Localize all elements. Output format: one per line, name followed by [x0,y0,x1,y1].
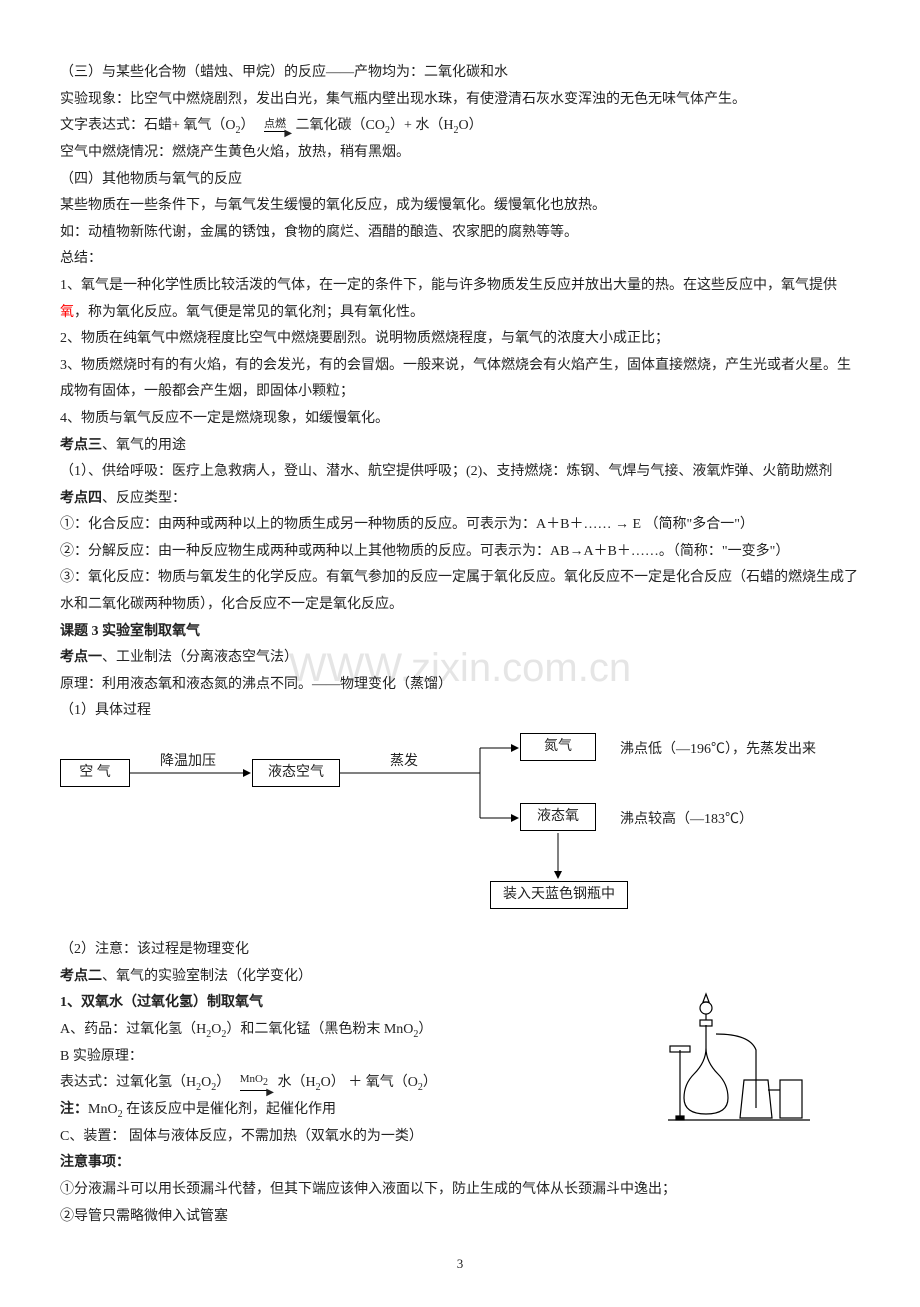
text: 二氧化碳（CO [296,118,385,133]
text: 水（H [277,1075,315,1090]
text: O） [458,118,482,133]
text: ，称为氧化反应。氧气便是常见的氧化剂；具有氧化性。 [74,305,424,320]
box-liquid-air: 液态空气 [252,759,340,787]
para-examples: 如：动植物新陈代谢，金属的锈蚀，食物的腐烂、酒醋的酿造、农家肥的腐熟等等。 [60,220,860,247]
para-summary-label: 总结： [60,246,860,273]
para-principle: 原理：利用液态氧和液态氮的沸点不同。——物理变化（蒸馏） [60,672,860,699]
condition: 点燃 [264,119,286,132]
para-caution-1: ①分液漏斗可以用长颈漏斗代替，但其下端应该伸入液面以下，防止生成的气体从长颈漏斗… [60,1177,860,1204]
text: ） [423,1075,437,1090]
text: MnO [88,1102,118,1117]
para-type-3: ③：氧化反应：物质与氧发生的化学反应。有氧气参加的反应一定属于氧化反应。氧化反应… [60,565,860,618]
text: 在该反应中是催化剂，起催化作用 [123,1102,337,1117]
kaodian-4: 考点四、反应类型： [60,486,860,513]
text: 、工业制法（分离液态空气法） [102,650,298,665]
label: 考点四 [60,491,102,506]
para-3-heading: （三）与某些化合物（蜡烛、甲烷）的反应——产物均为：二氧化碳和水 [60,60,860,87]
text: ） [216,1075,230,1090]
condition: MnO2 [240,1074,268,1090]
text: ）和二氧化锰（黑色粉末 MnO [226,1022,413,1037]
label-evap: 蒸发 [390,749,418,776]
text: ）+ 水（H [390,118,454,133]
h2-caution: 注意事项： [60,1150,860,1177]
label: 考点三 [60,438,102,453]
para-summary-3: 3、物质燃烧时有的有火焰，有的会发光，有的会冒烟。一般来说，气体燃烧会有火焰产生… [60,353,860,406]
box-liquid-o2: 液态氧 [520,803,596,831]
text: O [211,1022,221,1037]
text: 、反应类型： [102,491,186,506]
kaodian-3: 考点三、氧气的用途 [60,433,860,460]
text: 文字表达式：石蜡+ 氧气（O [60,118,236,133]
page-number: 3 [60,1252,860,1277]
box-n2: 氮气 [520,733,596,761]
para-caution-2: ②导管只需略微伸入试管塞 [60,1204,860,1231]
para-type-2: ②：分解反应：由一种反应物生成两种或两种以上其他物质的反应。可表示为：AB→A＋… [60,539,860,566]
box-air: 空 气 [60,759,130,787]
para-4-heading: （四）其他物质与氧气的反应 [60,167,860,194]
para-slow-oxid: 某些物质在一些条件下，与氧气发生缓慢的氧化反应，成为缓慢氧化。缓慢氧化也放热。 [60,193,860,220]
kaodian-2: 考点二、氧气的实验室制法（化学变化） [60,964,860,991]
reaction-arrow: 点燃 ▶ [260,119,290,133]
para-type-1: ①：化合反应：由两种或两种以上的物质生成另一种物质的反应。可表示为：A＋B＋……… [60,512,860,539]
text: 1、氧气是一种化学性质比较活泼的气体，在一定的条件下，能与许多物质发生反应并放出… [60,278,837,293]
apparatus-diagram [660,990,820,1130]
text: ） [418,1022,432,1037]
text: 表达式：过氧化氢（H [60,1075,196,1090]
label-o2-note: 沸点较高（—183℃） [620,807,753,834]
text: O） ＋ 氧气（O [321,1075,418,1090]
reaction-wax: 文字表达式：石蜡+ 氧气（O2） 点燃 ▶ 二氧化碳（CO2）+ 水（H2O） [60,113,860,140]
label: 注： [60,1102,88,1117]
para-note-physical: （2）注意：该过程是物理变化 [60,937,860,964]
para-process-label: （1）具体过程 [60,698,860,725]
text-red: 氧 [60,305,74,320]
label-n2-note: 沸点低（—196℃），先蒸发出来 [620,737,816,764]
label: 考点一 [60,650,102,665]
para-summary-1: 1、氧气是一种化学性质比较活泼的气体，在一定的条件下，能与许多物质发生反应并放出… [60,273,860,326]
para-uses: （1）、供给呼吸：医疗上急救病人，登山、潜水、航空提供呼吸；(2)、支持燃烧：炼… [60,459,860,486]
flowchart: 空 气 降温加压 液态空气 蒸发 氮气 沸点低（—196℃），先蒸发出来 液态氧… [60,733,860,933]
label-cool: 降温加压 [160,749,216,776]
para-air-burn: 空气中燃烧情况：燃烧产生黄色火焰，放热，稍有黑烟。 [60,140,860,167]
text: 、氧气的用途 [102,438,186,453]
kaodian-1: 考点一、工业制法（分离液态空气法） [60,645,860,672]
text: 、氧气的实验室制法（化学变化） [102,969,312,984]
text: A、药品：过氧化氢（H [60,1022,206,1037]
text: O [201,1075,211,1090]
label: 考点二 [60,969,102,984]
para-summary-4: 4、物质与氧气反应不一定是燃烧现象，如缓慢氧化。 [60,406,860,433]
para-phenomenon: 实验现象：比空气中燃烧剧烈，发出白光，集气瓶内壁出现水珠，有使澄清石灰水变浑浊的… [60,87,860,114]
text: ） [241,118,255,133]
reaction-arrow: MnO2 ▶ [236,1074,272,1091]
lesson-3-title: 课题 3 实验室制取氧气 [60,619,860,646]
box-bottle: 装入天蓝色钢瓶中 [490,881,628,909]
para-summary-2: 2、物质在纯氧气中燃烧程度比空气中燃烧要剧烈。说明物质燃烧程度，与氧气的浓度大小… [60,326,860,353]
